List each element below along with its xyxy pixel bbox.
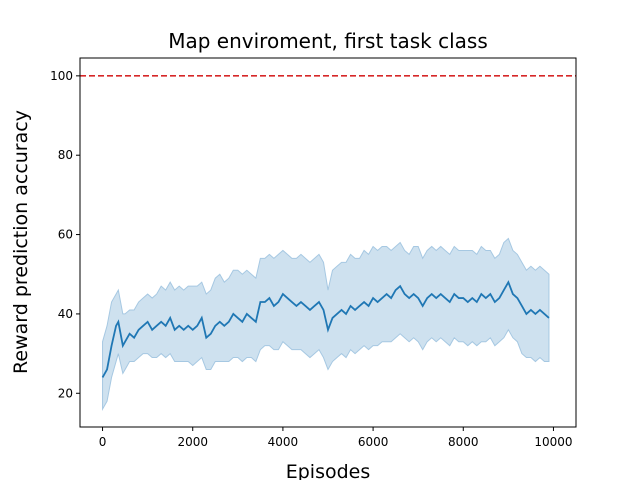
y-tick-label: 40 bbox=[58, 307, 73, 321]
x-tick-label: 6000 bbox=[358, 435, 389, 449]
x-tick-label: 0 bbox=[99, 435, 107, 449]
y-axis-ticks: 20 40 60 80 100 bbox=[50, 69, 80, 400]
x-tick-label: 10000 bbox=[534, 435, 572, 449]
chart-title: Map enviroment, first task class bbox=[168, 29, 488, 53]
y-axis-title: Reward prediction accuracy bbox=[10, 110, 32, 374]
y-tick-label: 60 bbox=[58, 228, 73, 242]
x-axis-title: Episodes bbox=[286, 461, 371, 480]
y-tick-label: 20 bbox=[58, 386, 73, 400]
x-tick-label: 2000 bbox=[177, 435, 208, 449]
series-mean-line bbox=[101, 280, 550, 378]
y-tick-label: 80 bbox=[58, 148, 73, 162]
x-axis-ticks: 0 2000 4000 6000 8000 10000 bbox=[99, 427, 573, 449]
plot-frame bbox=[79, 57, 577, 428]
x-tick-label: 8000 bbox=[448, 435, 479, 449]
x-tick-label: 4000 bbox=[268, 435, 299, 449]
plot-area bbox=[80, 75, 576, 412]
y-tick-label: 100 bbox=[50, 69, 73, 83]
